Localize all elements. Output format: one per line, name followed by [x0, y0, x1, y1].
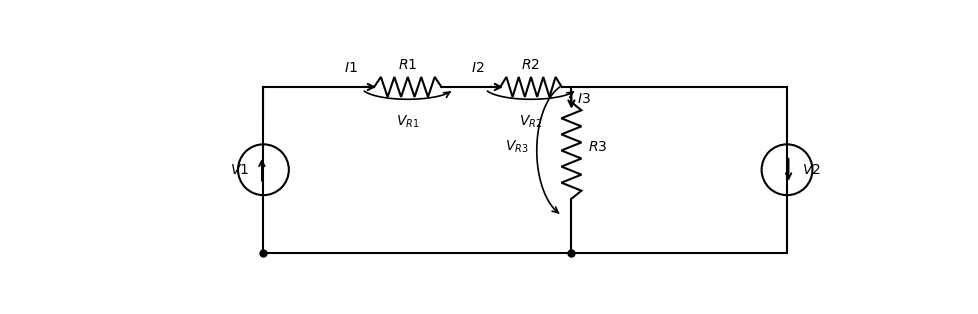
Text: $V_{R3}$: $V_{R3}$ — [505, 138, 528, 155]
Text: $V2$: $V2$ — [802, 163, 821, 177]
Text: $R1$: $R1$ — [398, 57, 417, 72]
Text: $V_{R2}$: $V_{R2}$ — [518, 113, 542, 130]
Text: $I3$: $I3$ — [576, 92, 590, 106]
Text: $R3$: $R3$ — [588, 140, 607, 154]
Text: $I2$: $I2$ — [470, 62, 484, 75]
Text: $V_{R1}$: $V_{R1}$ — [396, 113, 420, 130]
Text: $V1$: $V1$ — [230, 163, 249, 177]
Text: $I1$: $I1$ — [343, 62, 357, 75]
Text: $R2$: $R2$ — [521, 57, 540, 72]
